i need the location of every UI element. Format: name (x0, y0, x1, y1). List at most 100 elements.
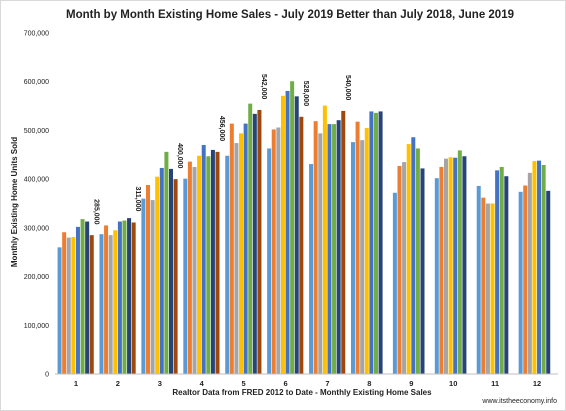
bar-month-11-series-5 (495, 170, 500, 374)
bar-month-6-series-1 (267, 148, 272, 374)
bar-month-2-series-2 (104, 225, 109, 374)
data-label-month-6: 528,000 (302, 81, 309, 106)
y-tick-label: 100,000 (24, 323, 49, 330)
bar-month-3-series-5 (159, 167, 164, 374)
bars (57, 81, 551, 375)
data-label-month-3: 400,000 (176, 143, 183, 168)
bar-month-8-series-6 (373, 112, 378, 374)
bar-month-2-series-5 (117, 221, 122, 374)
bar-month-9-series-4 (406, 144, 411, 374)
data-label-month-7: 540,000 (344, 75, 351, 100)
bar-month-1-series-8 (89, 235, 94, 374)
bar-month-4-series-2 (187, 161, 192, 374)
y-axis-ticks: 0 100,000 200,000 300,000 400,000 500,000 600,… (24, 31, 49, 379)
bar-month-6-series-5 (285, 90, 290, 374)
bar-month-5-series-5 (243, 123, 248, 374)
y-tick-label: 700,000 (24, 31, 49, 38)
x-tick-label: 10 (449, 379, 457, 388)
bar-month-7-series-3 (318, 133, 323, 374)
bar-month-3-series-6 (164, 151, 169, 374)
bar-month-8-series-3 (360, 140, 365, 374)
bar-month-3-series-4 (155, 176, 160, 374)
bar-month-8-series-7 (378, 111, 383, 375)
x-axis-ticks: 1 2 3 4 5 6 7 8 9 10 11 12 (74, 379, 541, 388)
bar-month-6-series-4 (280, 95, 285, 374)
bar-month-11-series-7 (504, 176, 509, 374)
x-tick-label: 7 (325, 379, 329, 388)
bar-month-10-series-7 (462, 156, 467, 374)
x-tick-label: 1 (74, 379, 78, 388)
x-tick-label: 8 (367, 379, 371, 388)
y-tick-label: 600,000 (24, 79, 49, 86)
y-tick-label: 400,000 (24, 177, 49, 184)
x-tick-label: 9 (409, 379, 413, 388)
bar-month-11-series-2 (481, 197, 486, 374)
y-tick-label: 0 (45, 372, 49, 379)
bar-month-1-series-7 (85, 221, 90, 374)
y-tick-label: 200,000 (24, 274, 49, 281)
bar-month-4-series-6 (206, 156, 211, 374)
bar-month-10-series-6 (457, 150, 462, 374)
bar-month-1-series-5 (75, 226, 80, 374)
bar-month-10-series-5 (453, 157, 458, 374)
x-tick-label: 11 (491, 379, 499, 388)
bar-month-8-series-4 (364, 127, 369, 375)
bar-month-3-series-8 (173, 179, 178, 374)
bar-month-4-series-8 (215, 151, 220, 374)
bar-month-2-series-3 (108, 235, 113, 374)
bar-month-1-series-2 (62, 232, 67, 374)
y-tick-label: 500,000 (24, 128, 49, 135)
x-tick-label: 6 (283, 379, 287, 388)
x-tick-label: 12 (533, 379, 541, 388)
bar-month-6-series-7 (294, 96, 299, 374)
bar-month-4-series-3 (192, 166, 197, 374)
bar-month-12-series-3 (527, 172, 532, 374)
bar-month-9-series-3 (402, 162, 407, 374)
bar-month-10-series-2 (439, 166, 444, 374)
bar-month-9-series-5 (411, 137, 416, 374)
x-axis-label: Realtor Data from FRED 2012 to Date - Mo… (172, 388, 432, 397)
bar-month-8-series-5 (369, 111, 374, 375)
bar-month-1-series-4 (71, 237, 76, 374)
x-tick-label: 4 (200, 379, 205, 388)
x-tick-label: 5 (242, 379, 246, 388)
bar-month-11-series-6 (499, 166, 504, 374)
bar-month-7-series-7 (336, 120, 341, 374)
bar-month-6-series-3 (276, 127, 281, 374)
bar-month-12-series-6 (541, 165, 546, 374)
bar-month-9-series-1 (392, 192, 397, 374)
bar-month-2-series-1 (99, 234, 104, 374)
chart-title: Month by Month Existing Home Sales - Jul… (66, 9, 514, 21)
bar-month-4-series-7 (210, 149, 215, 374)
bar-month-3-series-2 (145, 184, 150, 374)
bar-month-12-series-1 (518, 191, 523, 374)
data-labels: 285,000 311,000 400,000 456,000 542,000 528,0… (92, 74, 351, 225)
y-tick-label: 300,000 (24, 225, 49, 232)
bar-month-11-series-4 (490, 203, 495, 374)
bar-month-7-series-2 (313, 121, 318, 374)
x-tick-label: 2 (116, 379, 120, 388)
bar-month-6-series-2 (271, 129, 276, 374)
data-label-month-1: 285,000 (92, 199, 99, 224)
bar-month-5-series-4 (239, 133, 244, 374)
bar-month-10-series-1 (434, 178, 439, 374)
bar-month-2-series-4 (113, 230, 118, 374)
bar-month-2-series-7 (127, 218, 132, 374)
bar-month-5-series-8 (257, 109, 262, 374)
data-label-month-5: 542,000 (260, 74, 267, 99)
bar-month-2-series-6 (122, 220, 127, 374)
bar-month-4-series-1 (183, 178, 188, 374)
y-axis-label: Monthly Existing Home Units Sold (10, 137, 19, 267)
bar-month-9-series-2 (397, 165, 402, 374)
source-credit: www.itstheeconomy.info (481, 398, 557, 405)
bar-month-4-series-5 (201, 145, 206, 374)
bar-month-5-series-6 (248, 103, 253, 374)
bar-month-3-series-1 (141, 198, 146, 374)
x-tick-label: 3 (158, 379, 162, 388)
bar-month-9-series-7 (420, 168, 425, 374)
bar-month-12-series-4 (532, 161, 537, 374)
bar-month-1-series-3 (66, 237, 71, 374)
bar-month-5-series-3 (234, 143, 239, 374)
bar-month-12-series-2 (523, 185, 528, 374)
bar-month-5-series-7 (252, 113, 257, 375)
